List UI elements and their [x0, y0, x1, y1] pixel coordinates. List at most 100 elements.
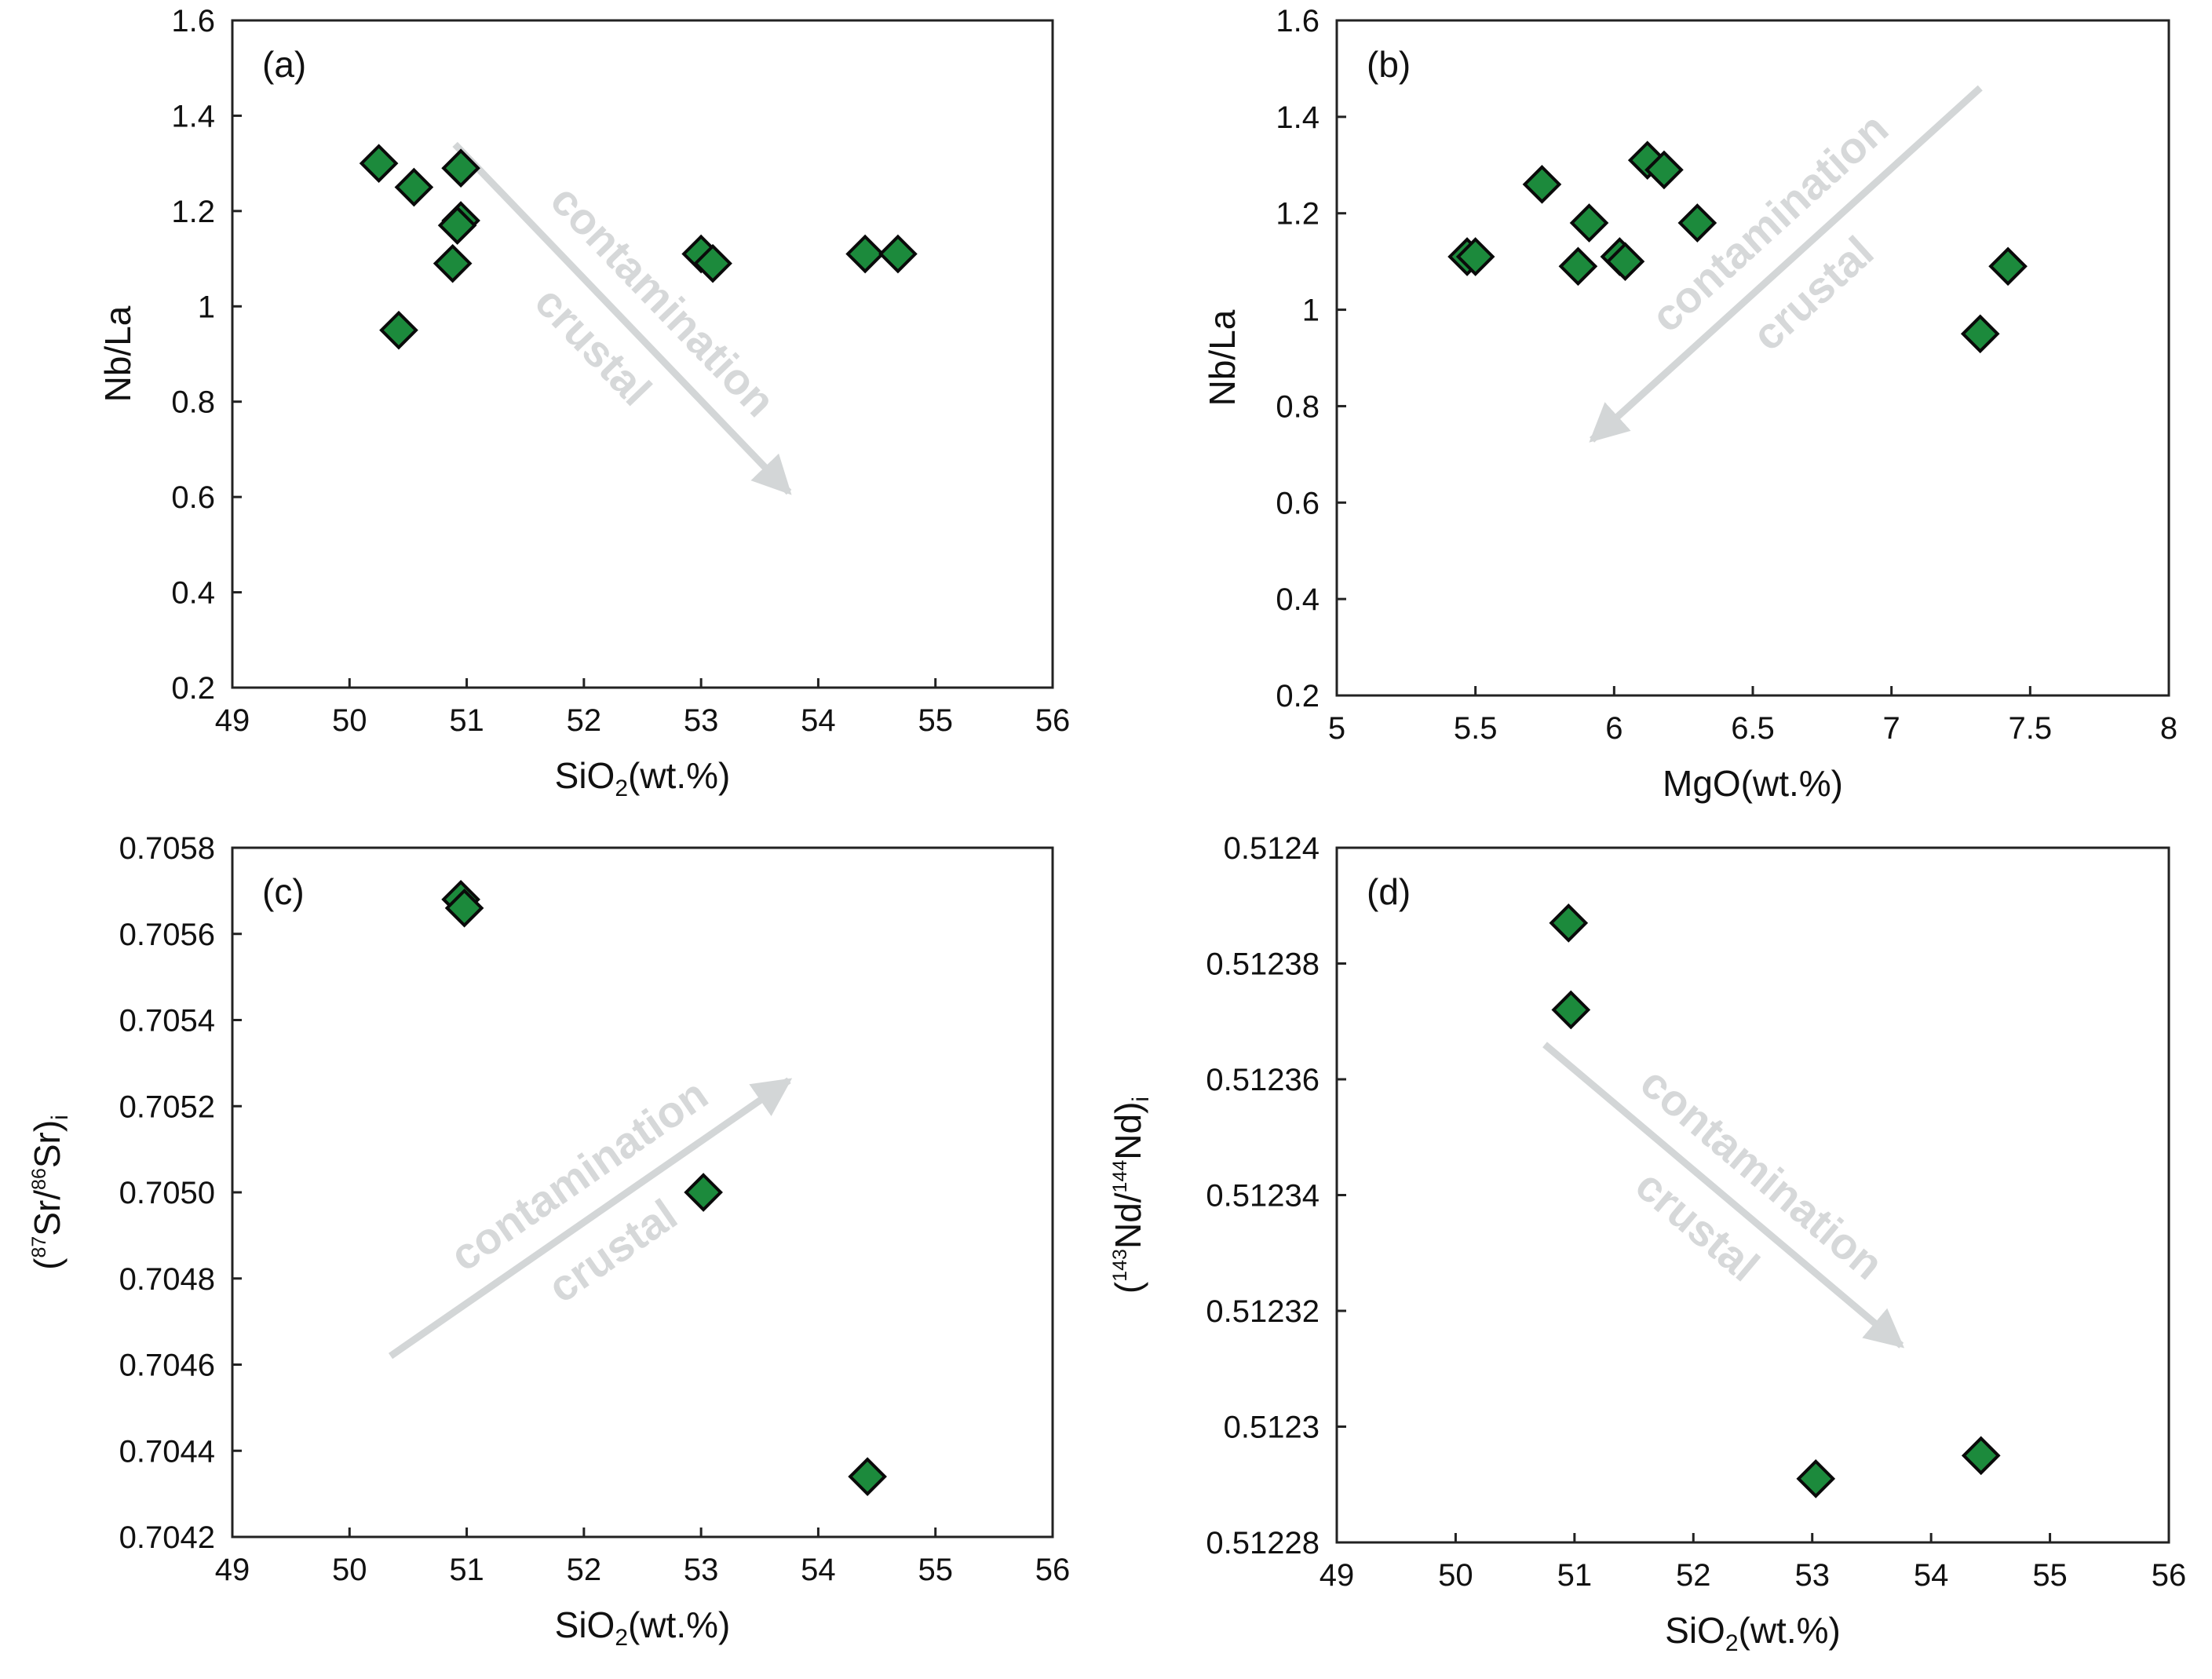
y-tick-label: 0.7054 — [119, 1004, 215, 1038]
x-axis-label: SiO2(wt.%) — [1665, 1610, 1841, 1656]
panel-letter-c: (c) — [262, 871, 305, 912]
y-tick-label: 0.51236 — [1206, 1063, 1320, 1097]
y-axis-label-text: Nb/La — [97, 305, 138, 402]
plot-frame-b — [1335, 19, 2170, 697]
data-point-diamond — [1605, 242, 1645, 281]
y-axis-label: Nb/La — [97, 305, 138, 402]
data-point-diamond — [1549, 903, 1589, 943]
y-tick-label: 0.8 — [171, 385, 215, 420]
data-point-diamond — [379, 310, 418, 350]
x-tick-label: 49 — [215, 703, 250, 738]
y-tick-label: 0.5124 — [1224, 831, 1320, 866]
y-tick-label: 0.4 — [171, 576, 215, 611]
y-axis-label-mid: Nd/ — [1108, 1192, 1148, 1249]
x-tick-label: 56 — [1035, 1553, 1071, 1587]
y-axis-label-main: Nd) — [1108, 1102, 1148, 1160]
panel-b: 5 5.5 6 6.5 7 7.5 8 0.2 0.4 0.6 0.8 1 1.2 1.4 1.6 MgO(w… — [1202, 4, 2177, 804]
y-tick-label: 0.2 — [171, 671, 215, 706]
y-tick-label: 0.51238 — [1206, 947, 1320, 982]
data-point-diamond — [1960, 314, 2000, 354]
x-tick-label: 56 — [2152, 1558, 2187, 1593]
data-point-diamond — [394, 167, 434, 207]
y-axis-label-sup-1: 143 — [1109, 1249, 1131, 1282]
panel-a: 49 50 51 52 53 54 55 56 0.2 0.4 0.6 0.8 1 1.2 1.4 1.6 Si… — [97, 4, 1070, 801]
x-tick-label: 54 — [801, 1553, 836, 1587]
data-point-diamond — [433, 243, 473, 283]
data-point-diamond — [1522, 165, 1562, 204]
x-tick-label: 5.5 — [1454, 711, 1498, 746]
x-axis-label-main: MgO(wt.%) — [1663, 763, 1843, 804]
x-tick-label: 7 — [1883, 711, 1900, 746]
data-point-diamond — [444, 888, 484, 928]
y-axis-label: (143Nd/144Nd)i — [1108, 1097, 1154, 1294]
x-axis-label-subscript: 2 — [615, 776, 628, 801]
y-tick-label: 0.51228 — [1206, 1526, 1320, 1560]
x-tick-label: 49 — [1320, 1558, 1355, 1593]
x-tick-label: 7.5 — [2009, 711, 2053, 746]
y-tick-label: 1.2 — [171, 195, 215, 229]
x-tick-label: 53 — [684, 703, 719, 738]
x-tick-label: 8 — [2160, 711, 2177, 746]
data-point-diamond — [848, 1457, 887, 1497]
y-tick-label: 0.5123 — [1224, 1411, 1320, 1445]
panel-d: 49 50 51 52 53 54 55 56 0.51228 0.5123 0.51232 0.51… — [1108, 831, 2186, 1656]
plot-frame-c — [231, 846, 1054, 1538]
y-axis-label-sup-2: 86 — [28, 1168, 50, 1190]
data-point-diamond — [1455, 237, 1495, 276]
y-axis-label-sup-2: 144 — [1109, 1160, 1131, 1193]
y-tick-label: 0.51232 — [1206, 1294, 1320, 1329]
y-tick-label: 0.7046 — [119, 1349, 215, 1383]
data-point-diamond — [1644, 150, 1684, 190]
x-axis-label-main: SiO — [555, 1604, 615, 1645]
x-tick-label: 55 — [918, 703, 953, 738]
x-axis-label: SiO2(wt.%) — [555, 1604, 731, 1651]
x-tick-label: 50 — [332, 703, 367, 738]
y-axis-label-text: Nb/La — [1202, 309, 1243, 406]
y-axis-label: (87Sr/86Sr)i — [27, 1115, 73, 1270]
x-tick-label: 53 — [684, 1553, 719, 1587]
x-tick-label: 55 — [918, 1553, 953, 1587]
y-axis-label-open: ( — [1108, 1281, 1148, 1294]
y-tick-label: 0.8 — [1276, 389, 1320, 424]
y-tick-label: 0.6 — [1276, 486, 1320, 520]
x-axis-label: MgO(wt.%) — [1663, 763, 1843, 804]
y-tick-label: 1 — [198, 290, 215, 324]
x-tick-label: 50 — [332, 1553, 367, 1587]
x-tick-label: 6 — [1605, 711, 1622, 746]
y-tick-label: 1.6 — [1276, 4, 1320, 38]
crustal-contamination-arrow — [1589, 85, 1983, 443]
y-tick-label: 0.4 — [1276, 582, 1320, 617]
crustal-contamination-arrow — [1542, 1042, 1905, 1349]
x-tick-label: 52 — [567, 1553, 602, 1587]
x-axis-label-main: SiO — [1665, 1610, 1725, 1651]
data-point-diamond — [359, 144, 399, 183]
y-tick-label: 0.6 — [171, 480, 215, 515]
x-tick-label: 51 — [1557, 1558, 1593, 1593]
crustal-contamination-arrow — [452, 141, 792, 495]
x-tick-label: 5 — [1328, 711, 1345, 746]
data-point-diamond — [1677, 203, 1717, 243]
y-tick-label: 0.7050 — [119, 1176, 215, 1210]
y-tick-label: 1.4 — [1276, 100, 1320, 135]
x-tick-label: 55 — [2032, 1558, 2068, 1593]
y-tick-label: 0.7052 — [119, 1090, 215, 1124]
y-axis-label: Nb/La — [1202, 309, 1243, 406]
x-tick-label: 54 — [801, 703, 836, 738]
y-tick-label: 1.4 — [171, 99, 215, 133]
crustal-contamination-arrow — [388, 1077, 793, 1360]
x-tick-label: 50 — [1438, 1558, 1473, 1593]
y-tick-label: 1 — [1302, 294, 1320, 328]
y-axis-label-main: Sr) — [27, 1120, 68, 1168]
x-axis-label-tail: (wt.%) — [628, 1604, 730, 1645]
data-point-diamond — [878, 234, 918, 274]
x-axis-label-tail: (wt.%) — [1739, 1610, 1841, 1651]
x-axis-label-main: SiO — [555, 755, 615, 796]
x-tick-label: 49 — [215, 1553, 250, 1587]
panel-letter-b: (b) — [1367, 44, 1411, 85]
y-tick-label: 1.6 — [171, 4, 215, 38]
x-axis-label-subscript: 2 — [615, 1625, 628, 1651]
data-point-diamond — [1961, 1436, 2001, 1476]
y-axis-label-open: ( — [27, 1257, 68, 1270]
panel-letter-d: (d) — [1367, 871, 1411, 912]
